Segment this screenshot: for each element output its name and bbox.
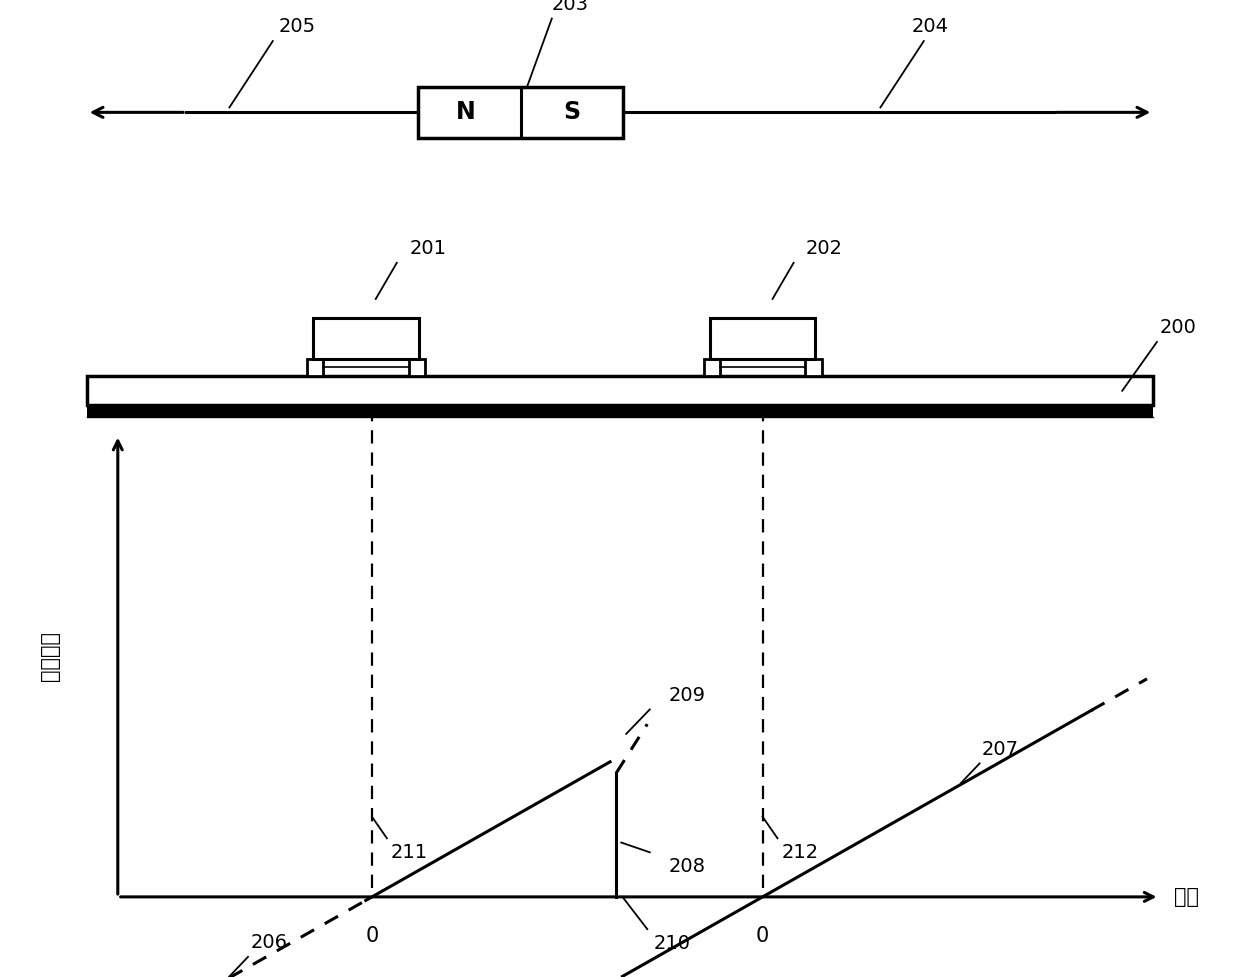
Text: 212: 212 [781, 843, 818, 862]
Text: 207: 207 [982, 740, 1019, 758]
Bar [418, 87, 622, 138]
Bar [306, 359, 322, 376]
Text: 位移: 位移 [1174, 887, 1199, 907]
Text: N: N [455, 101, 475, 124]
Text: 206: 206 [250, 933, 288, 952]
Bar [312, 318, 419, 359]
Text: 210: 210 [653, 934, 691, 953]
Text: 209: 209 [668, 686, 706, 704]
Bar [87, 376, 1153, 405]
Text: 205: 205 [279, 18, 316, 36]
Text: 203: 203 [552, 0, 589, 14]
Text: 211: 211 [391, 843, 428, 862]
Bar [87, 405, 1153, 417]
Bar [408, 359, 424, 376]
Text: 0: 0 [366, 926, 378, 946]
Text: 202: 202 [806, 239, 843, 258]
Text: 201: 201 [409, 239, 446, 258]
Bar [704, 359, 719, 376]
Text: S: S [563, 101, 580, 124]
Text: 204: 204 [911, 18, 949, 36]
Text: 200: 200 [1159, 319, 1197, 337]
Text: 0: 0 [756, 926, 769, 946]
Bar [806, 359, 821, 376]
Bar [709, 318, 816, 359]
Text: 208: 208 [668, 857, 706, 876]
Text: 输出信号: 输出信号 [40, 631, 60, 681]
